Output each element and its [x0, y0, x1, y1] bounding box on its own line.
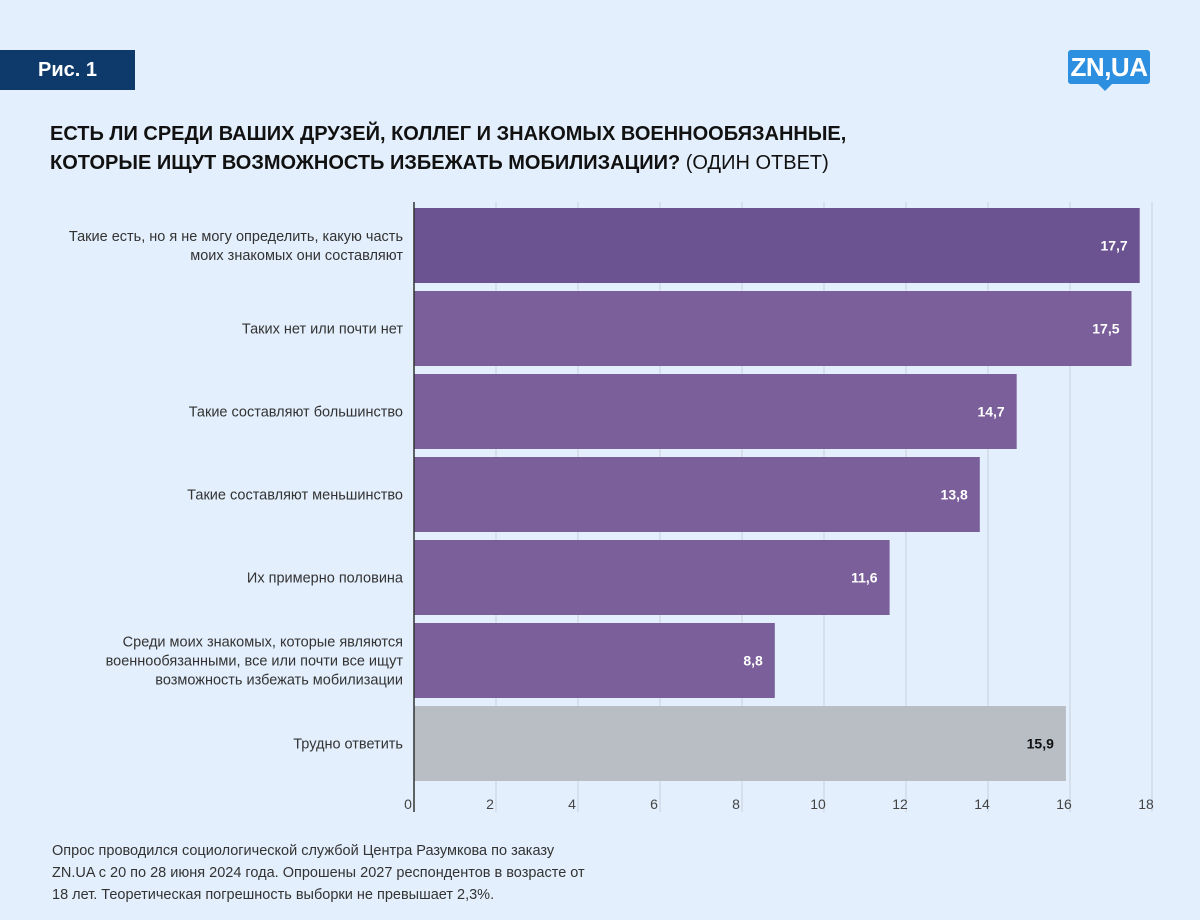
category-label-line: Трудно ответить: [293, 737, 403, 753]
x-tick-label: 18: [1138, 796, 1154, 812]
logo-speech-tail-icon: [1098, 84, 1112, 91]
figure-label-text: Рис. 1: [38, 58, 97, 81]
bar: [414, 291, 1132, 366]
x-tick-label: 2: [486, 796, 494, 812]
bar: [414, 208, 1140, 283]
category-label: Их примерно половина: [247, 571, 404, 587]
bar: [414, 706, 1066, 781]
x-tick-label: 8: [732, 796, 740, 812]
x-tick-label: 10: [810, 796, 826, 812]
bar: [414, 374, 1017, 449]
title-line-1: ЕСТЬ ЛИ СРЕДИ ВАШИХ ДРУЗЕЙ, КОЛЛЕГ И ЗНА…: [50, 123, 847, 145]
x-tick-label: 16: [1056, 796, 1072, 812]
category-label-line: Их примерно половина: [247, 571, 404, 587]
bar-value-label: 15,9: [1027, 736, 1054, 752]
chart-title: ЕСТЬ ЛИ СРЕДИ ВАШИХ ДРУЗЕЙ, КОЛЛЕГ И ЗНА…: [50, 120, 950, 178]
category-label-line: Такие составляют меньшинство: [187, 488, 403, 504]
category-label-line: моих знакомых они составляют: [190, 248, 403, 264]
category-label-line: Таких нет или почти нет: [242, 322, 403, 338]
x-tick-label: 4: [568, 796, 576, 812]
bar: [414, 540, 890, 615]
category-label: Трудно ответить: [293, 737, 403, 753]
zn-ua-logo: ZN,UA: [1068, 50, 1150, 91]
footnote-line: ZN.UA с 20 по 28 июня 2024 года. Опрошен…: [52, 865, 585, 881]
x-tick-label: 12: [892, 796, 908, 812]
bar-value-label: 8,8: [743, 653, 763, 669]
footnote-line: 18 лет. Теоретическая погрешность выборк…: [52, 887, 495, 903]
bar-value-label: 17,5: [1092, 321, 1119, 337]
bar-value-label: 11,6: [851, 570, 878, 586]
category-label-line: Такие есть, но я не могу определить, как…: [69, 229, 403, 245]
bar: [414, 457, 980, 532]
x-tick-label: 14: [974, 796, 990, 812]
x-tick-label: 6: [650, 796, 658, 812]
figure-label: Рис. 1: [0, 50, 135, 90]
category-label-line: военнообязанными, все или почти все ищут: [106, 654, 404, 670]
title-suffix: (ОДИН ОТВЕТ): [685, 152, 829, 174]
bar-value-label: 17,7: [1100, 238, 1127, 254]
category-label: Такие составляют меньшинство: [187, 488, 403, 504]
bar-value-label: 14,7: [977, 404, 1004, 420]
title-line-2: КОТОРЫЕ ИЩУТ ВОЗМОЖНОСТЬ ИЗБЕЖАТЬ МОБИЛИ…: [50, 152, 681, 174]
category-label-line: Среди моих знакомых, которые являются: [123, 635, 403, 651]
logo-box: ZN,UA: [1068, 50, 1150, 84]
logo-text: ZN,UA: [1070, 51, 1148, 82]
x-tick-label: 0: [404, 796, 412, 812]
category-label-line: возможность избежать мобилизации: [155, 673, 403, 689]
footnote: Опрос проводился социологической службой…: [52, 840, 642, 906]
category-label: Среди моих знакомых, которые являются вое…: [106, 635, 404, 689]
category-label: Такие составляют большинство: [189, 405, 403, 421]
category-label: Таких нет или почти нет: [242, 322, 403, 338]
category-label: Такие есть, но я не могу определить, как…: [69, 229, 403, 264]
category-label-line: Такие составляют большинство: [189, 405, 403, 421]
bar: [414, 623, 775, 698]
footnote-line: Опрос проводился социологической службой…: [52, 843, 555, 859]
bar-value-label: 13,8: [941, 487, 968, 503]
